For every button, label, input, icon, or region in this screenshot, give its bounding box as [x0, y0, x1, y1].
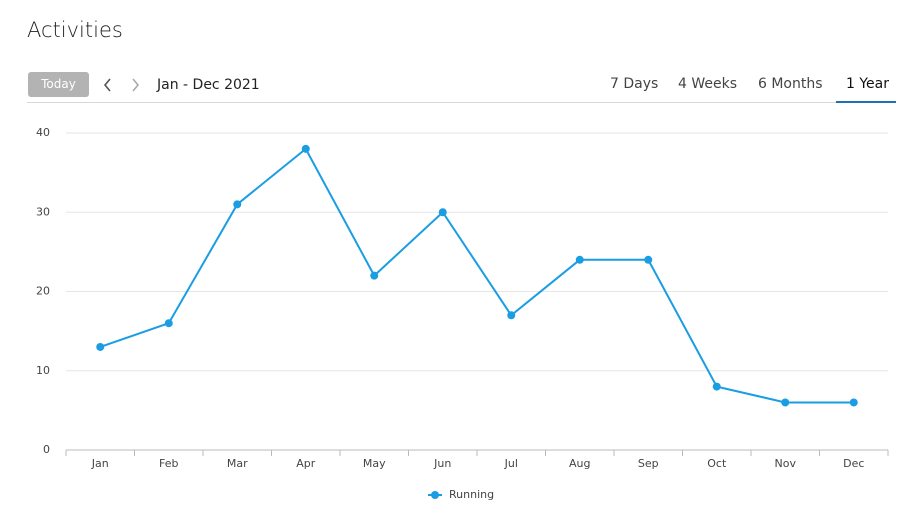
page-title: Activities: [27, 18, 123, 42]
x-tick-label: Sep: [638, 457, 659, 470]
point: [712, 382, 721, 391]
x-tick-label: Apr: [296, 457, 316, 470]
tab[interactable]: 4 Weeks: [678, 76, 738, 92]
date-range: Jan - Dec 2021: [157, 77, 260, 93]
x-tick-label: Aug: [569, 457, 590, 470]
point: [644, 255, 653, 264]
legend-label: Running: [449, 488, 494, 501]
point: [164, 319, 173, 328]
x-tick-label: Feb: [159, 457, 178, 470]
x-tick-label: Nov: [775, 457, 797, 470]
x-tick-label: Jul: [504, 457, 518, 470]
line: [99, 147, 854, 404]
x-tick-label: May: [363, 457, 386, 470]
y-tick-label: 20: [36, 285, 50, 298]
point: [575, 255, 584, 264]
x-tick-label: Jan: [91, 457, 109, 470]
y-tick-label: 30: [36, 205, 50, 218]
y-tick-label: 10: [36, 364, 50, 377]
prev-arrow[interactable]: [103, 78, 111, 92]
tab[interactable]: 7 Days: [610, 76, 659, 92]
y-tick-label: 0: [43, 443, 50, 456]
point: [507, 311, 516, 320]
point: [96, 342, 105, 351]
x-tick-label: Jun: [433, 457, 451, 470]
point: [438, 208, 447, 217]
x-tick-label: Dec: [843, 457, 864, 470]
point: [781, 398, 790, 407]
x-tick-label: Oct: [707, 457, 727, 470]
legend-marker: [431, 491, 439, 499]
tab-active[interactable]: 1 Year: [846, 76, 889, 92]
today-button[interactable]: Today: [28, 72, 89, 97]
point: [301, 144, 310, 153]
x-tick-label: Mar: [227, 457, 248, 470]
divider: [27, 102, 896, 103]
y-tick-label: 40: [36, 126, 50, 139]
point: [233, 200, 242, 209]
active-tab-underline: [836, 101, 896, 103]
point: [370, 271, 379, 280]
tab[interactable]: 6 Months: [758, 76, 823, 92]
point: [849, 398, 858, 407]
next-arrow[interactable]: [132, 78, 140, 92]
